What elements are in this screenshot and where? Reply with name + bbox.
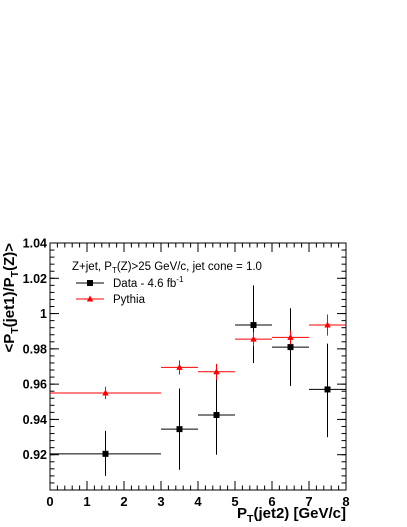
data-point xyxy=(176,363,183,370)
y-tick-label: 0.98 xyxy=(23,342,47,356)
data-point xyxy=(102,389,109,396)
chart-annotation: Z+jet, PT(Z)>25 GeV/c, jet cone = 1.0 xyxy=(72,261,262,275)
x-tick-label: 0 xyxy=(46,494,53,509)
legend-pythia-label: Pythia xyxy=(113,294,146,306)
y-tick-label: 0.96 xyxy=(23,378,47,392)
series-pythia xyxy=(50,314,346,400)
x-tick-label: 7 xyxy=(305,494,312,509)
data-point xyxy=(176,426,183,433)
data-point xyxy=(250,322,257,329)
y-tick-label: 0.94 xyxy=(23,413,47,427)
series-layer xyxy=(50,285,346,476)
legend-pythia-marker xyxy=(86,295,94,302)
data-point xyxy=(324,321,331,328)
y-tick-label: 0.92 xyxy=(23,448,47,462)
x-axis-label: PT(jet2) [GeV/c] xyxy=(237,505,346,525)
legend-data-marker xyxy=(87,280,93,286)
annotation-subscript: T xyxy=(112,266,117,275)
x-tick-label: 2 xyxy=(120,494,127,509)
data-point xyxy=(213,412,220,419)
data-point xyxy=(102,450,109,457)
y-tick-label: 1.02 xyxy=(23,272,47,286)
y-tick-label: 1 xyxy=(40,307,47,321)
legend-data-label: Data - 4.6 fb-1 xyxy=(113,275,184,290)
axis-ticks xyxy=(49,242,347,491)
tick-labels: 0 1 2 3 4 5 6 7 8 0.92 0.94 0.96 0.98 1 1.02 1.04 xyxy=(23,237,350,510)
data-point xyxy=(287,333,294,340)
x-tick-label: 1 xyxy=(83,494,90,509)
x-tick-label: 5 xyxy=(231,494,238,509)
series-data xyxy=(50,285,346,476)
y-axis-label: <PT(jet1)/PT(Z)> xyxy=(1,243,21,353)
x-tick-label: 4 xyxy=(194,494,202,509)
data-point xyxy=(250,335,257,342)
legend: Data - 4.6 fb-1 Pythia xyxy=(76,275,184,306)
x-tick-label: 3 xyxy=(157,494,164,509)
y-tick-label: 1.04 xyxy=(23,237,47,251)
x-tick-label: 6 xyxy=(268,494,275,509)
data-point xyxy=(324,386,331,393)
data-point xyxy=(287,344,294,351)
x-tick-label: 8 xyxy=(342,494,349,509)
data-point xyxy=(213,368,220,375)
